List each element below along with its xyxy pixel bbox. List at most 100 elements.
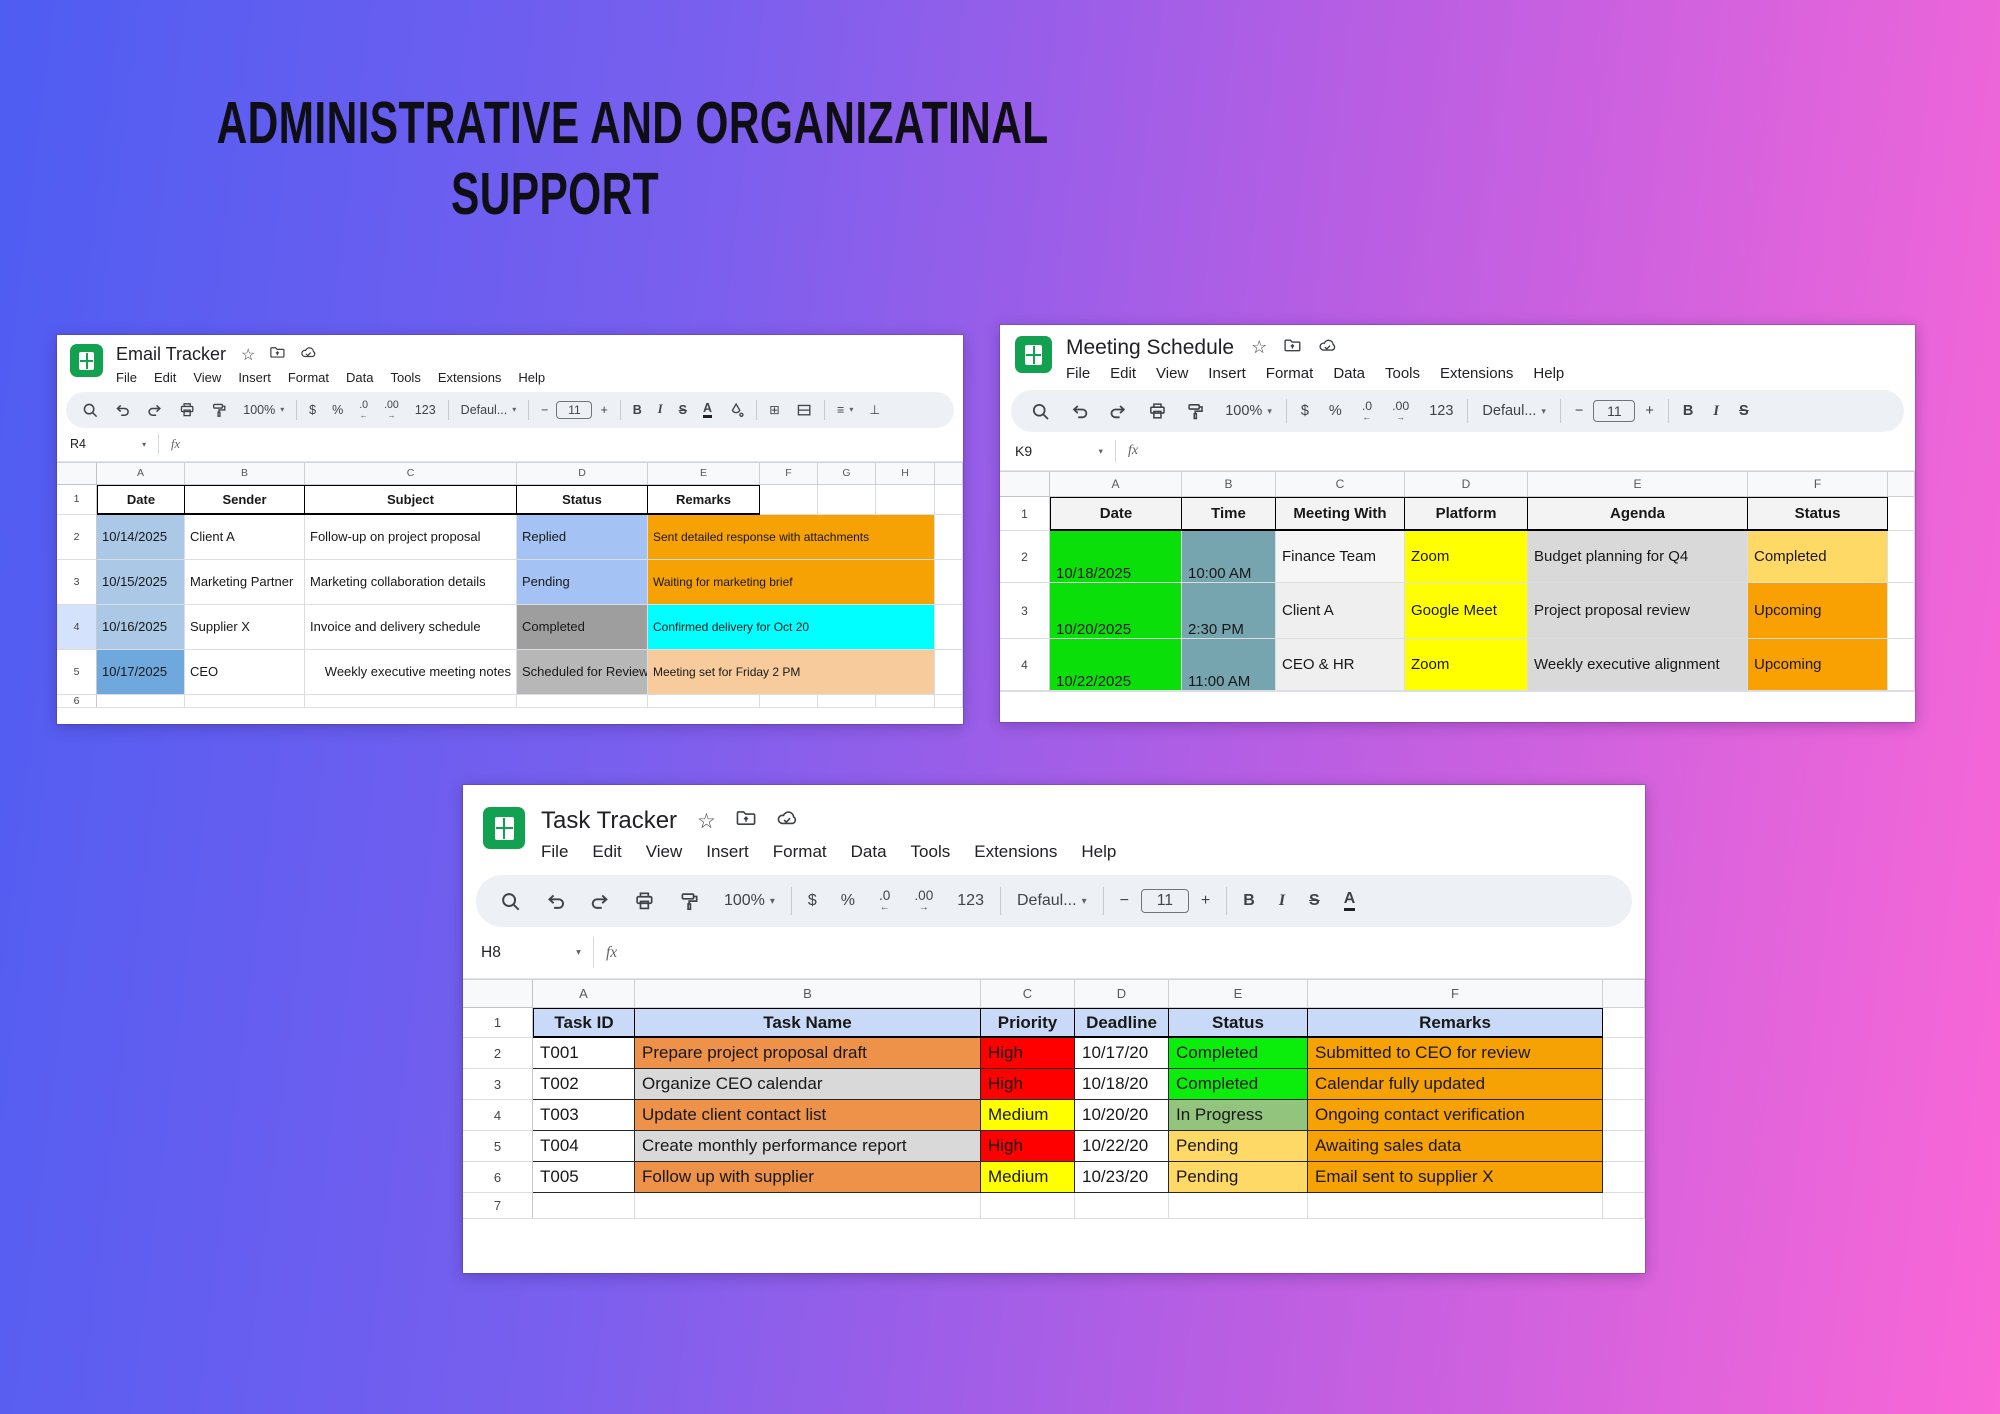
header-cell-platform[interactable]: Platform: [1405, 497, 1528, 531]
row-header-1[interactable]: 1: [1000, 497, 1050, 531]
column-header-d[interactable]: D: [1405, 472, 1528, 497]
format-currency-button[interactable]: $: [309, 402, 317, 417]
font-size-input[interactable]: 11: [556, 400, 593, 419]
cell-deadline[interactable]: 10/22/20: [1075, 1131, 1169, 1163]
cell-status[interactable]: Completed: [1169, 1069, 1308, 1101]
increase-font-size-button[interactable]: +: [600, 402, 608, 417]
cell-priority[interactable]: High: [981, 1131, 1075, 1163]
format-percent-button[interactable]: %: [332, 402, 344, 417]
column-header-c[interactable]: C: [1276, 472, 1405, 497]
search-icon[interactable]: [74, 392, 106, 428]
cell-task-id[interactable]: T005: [533, 1162, 635, 1194]
cell-date[interactable]: 10/16/2025: [97, 604, 185, 650]
decrease-font-size-button[interactable]: −: [1119, 892, 1129, 910]
column-header-a[interactable]: A: [533, 980, 635, 1009]
cell-meeting-with[interactable]: CEO & HR: [1276, 639, 1405, 691]
row-header-5[interactable]: 5: [463, 1131, 533, 1163]
row-header-4[interactable]: 4: [463, 1100, 533, 1132]
zoom-select[interactable]: 100% ▾: [1225, 403, 1272, 419]
cell-remarks[interactable]: Calendar fully updated: [1308, 1069, 1603, 1101]
header-cell-meeting-with[interactable]: Meeting With: [1276, 497, 1405, 531]
cell-date[interactable]: 10/14/2025: [97, 514, 185, 560]
row-header-3[interactable]: 3: [463, 1069, 533, 1101]
empty-cell[interactable]: [760, 484, 818, 515]
cell-status[interactable]: Scheduled for Review: [517, 649, 648, 695]
menu-extensions[interactable]: Extensions: [1440, 365, 1514, 382]
cell-remarks[interactable]: Ongoing contact verification: [1308, 1100, 1603, 1132]
cell-priority[interactable]: High: [981, 1038, 1075, 1070]
column-header-f[interactable]: F: [1308, 980, 1603, 1009]
decrease-decimal-button[interactable]: .0 ←: [879, 887, 891, 914]
empty-cell[interactable]: [1603, 1038, 1645, 1070]
column-header-f[interactable]: F: [1748, 472, 1888, 497]
empty-cell[interactable]: [1888, 497, 1915, 531]
cell-remarks[interactable]: Email sent to supplier X: [1308, 1162, 1603, 1194]
column-header-e[interactable]: E: [1169, 980, 1308, 1009]
increase-font-size-button[interactable]: +: [1645, 403, 1654, 419]
column-header-h[interactable]: H: [876, 462, 935, 485]
menu-tools[interactable]: Tools: [1385, 365, 1421, 382]
document-title[interactable]: Meeting Schedule: [1066, 336, 1235, 359]
empty-cell[interactable]: [876, 694, 935, 708]
empty-cell[interactable]: [648, 694, 760, 708]
cell-agenda[interactable]: Budget planning for Q4: [1528, 531, 1748, 583]
header-cell-sender[interactable]: Sender: [185, 484, 305, 515]
row-header-1[interactable]: 1: [57, 484, 97, 515]
cell-status[interactable]: Completed: [517, 604, 648, 650]
empty-cell[interactable]: [1169, 1193, 1308, 1220]
empty-cell[interactable]: [1888, 531, 1915, 583]
column-header-d[interactable]: D: [1075, 980, 1169, 1009]
select-all-corner[interactable]: [57, 462, 97, 485]
empty-cell[interactable]: [981, 1193, 1075, 1220]
cell-task-id[interactable]: T002: [533, 1069, 635, 1101]
cell-task-name[interactable]: Update client contact list: [635, 1100, 981, 1132]
row-header-5[interactable]: 5: [57, 649, 97, 695]
cell-platform[interactable]: Google Meet: [1405, 583, 1528, 639]
cell-date[interactable]: 10/15/2025: [97, 559, 185, 605]
empty-cell[interactable]: [635, 1193, 981, 1220]
cell-status[interactable]: Completed: [1748, 531, 1888, 583]
increase-decimal-button[interactable]: .00 →: [1392, 398, 1410, 423]
row-header-3[interactable]: 3: [57, 559, 97, 605]
cell-task-id[interactable]: T003: [533, 1100, 635, 1132]
empty-cell[interactable]: [1603, 1100, 1645, 1132]
fill-color-icon[interactable]: [720, 392, 752, 428]
merge-cells-icon[interactable]: [788, 392, 820, 428]
cell-sender[interactable]: Marketing Partner: [185, 559, 305, 605]
menu-insert[interactable]: Insert: [238, 369, 271, 385]
select-all-corner[interactable]: [1000, 472, 1050, 497]
name-box[interactable]: R4 ▾: [70, 437, 146, 452]
italic-button[interactable]: I: [1713, 402, 1720, 419]
redo-icon[interactable]: [1099, 390, 1138, 432]
row-header-6[interactable]: 6: [463, 1162, 533, 1194]
column-header-partial[interactable]: [935, 462, 963, 485]
empty-cell[interactable]: [935, 649, 963, 695]
cloud-status-icon[interactable]: [300, 344, 317, 366]
column-header-a[interactable]: A: [1050, 472, 1182, 497]
document-title[interactable]: Task Tracker: [541, 807, 678, 835]
header-cell-date[interactable]: Date: [1050, 497, 1182, 531]
header-cell-remarks[interactable]: Remarks: [648, 484, 760, 515]
cell-meeting-with[interactable]: Client A: [1276, 583, 1405, 639]
cell-sender[interactable]: CEO: [185, 649, 305, 695]
menu-file[interactable]: File: [541, 842, 569, 862]
increase-font-size-button[interactable]: +: [1200, 892, 1211, 910]
strikethrough-button[interactable]: S: [1739, 403, 1749, 419]
cell-task-id[interactable]: T004: [533, 1131, 635, 1163]
increase-decimal-button[interactable]: .00 →: [384, 399, 399, 420]
cell-remarks[interactable]: Sent detailed response with attachments: [648, 514, 935, 560]
cell-date[interactable]: 10/17/2025: [97, 649, 185, 695]
format-percent-button[interactable]: %: [840, 892, 856, 910]
italic-button[interactable]: I: [1278, 892, 1286, 910]
strikethrough-button[interactable]: S: [1309, 892, 1320, 910]
number-format-button[interactable]: 123: [957, 892, 984, 910]
menu-view[interactable]: View: [193, 369, 222, 385]
star-icon[interactable]: ☆: [697, 809, 716, 833]
bold-button[interactable]: B: [1682, 403, 1694, 419]
cloud-status-icon[interactable]: [1318, 336, 1337, 360]
empty-cell[interactable]: [1075, 1193, 1169, 1220]
cell-platform[interactable]: Zoom: [1405, 531, 1528, 583]
cell-time[interactable]: 2:30 PM: [1182, 583, 1276, 639]
bold-button[interactable]: B: [1243, 892, 1255, 910]
column-header-partial[interactable]: [1603, 980, 1645, 1009]
